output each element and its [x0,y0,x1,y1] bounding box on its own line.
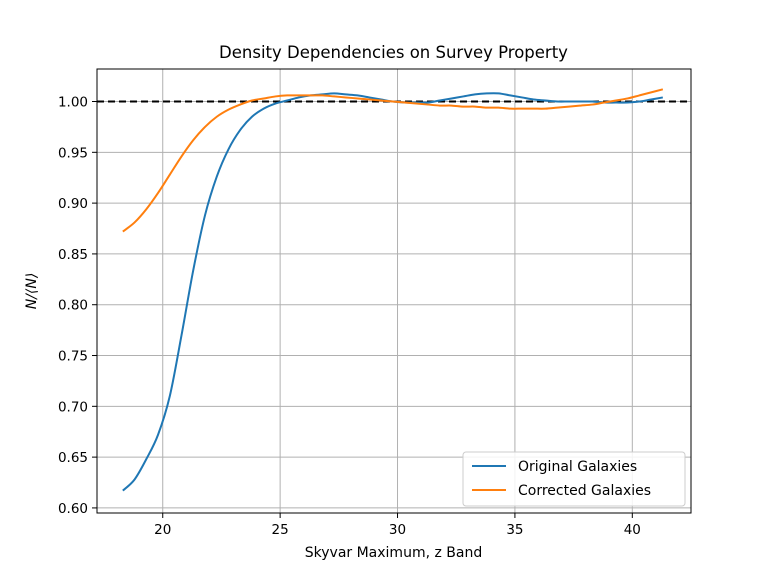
y-tick-label-7: 0.95 [58,145,88,161]
y-tick-label-1: 0.65 [58,450,88,466]
grid [97,69,691,513]
x-tick-label-1: 25 [272,522,289,538]
y-tick-label-8: 1.00 [58,95,88,111]
series-line-corrected [122,88,664,233]
legend-box [462,451,686,507]
legend-label-corrected: Corrected Galaxies [518,483,651,499]
chart-title: Density Dependencies on Survey Property [219,43,568,62]
legend-label-original: Original Galaxies [518,459,637,475]
x-tick-label-4: 40 [624,522,641,538]
legend: Original Galaxies Corrected Galaxies [462,451,686,507]
y-tick-label-6: 0.90 [58,196,88,212]
y-tick-label-5: 0.85 [58,247,88,263]
plot-frame [96,68,692,514]
y-axis-title: N/⟨N⟩ [24,273,40,310]
series-layer [122,88,664,492]
y-tick-label-3: 0.75 [58,349,88,365]
x-tick-label-0: 20 [154,522,171,538]
y-ticks: 0.60 0.65 0.70 0.75 0.80 0.85 0.90 0.95 1.00 [58,95,97,517]
y-tick-label-4: 0.80 [58,298,88,314]
y-tick-label-0: 0.60 [58,501,88,517]
x-axis-title: Skyvar Maximum, z Band [305,545,482,561]
y-tick-label-2: 0.70 [58,399,88,415]
x-tick-label-3: 35 [506,522,523,538]
x-ticks: 20 25 30 35 40 [154,513,641,538]
x-tick-label-2: 30 [389,522,406,538]
